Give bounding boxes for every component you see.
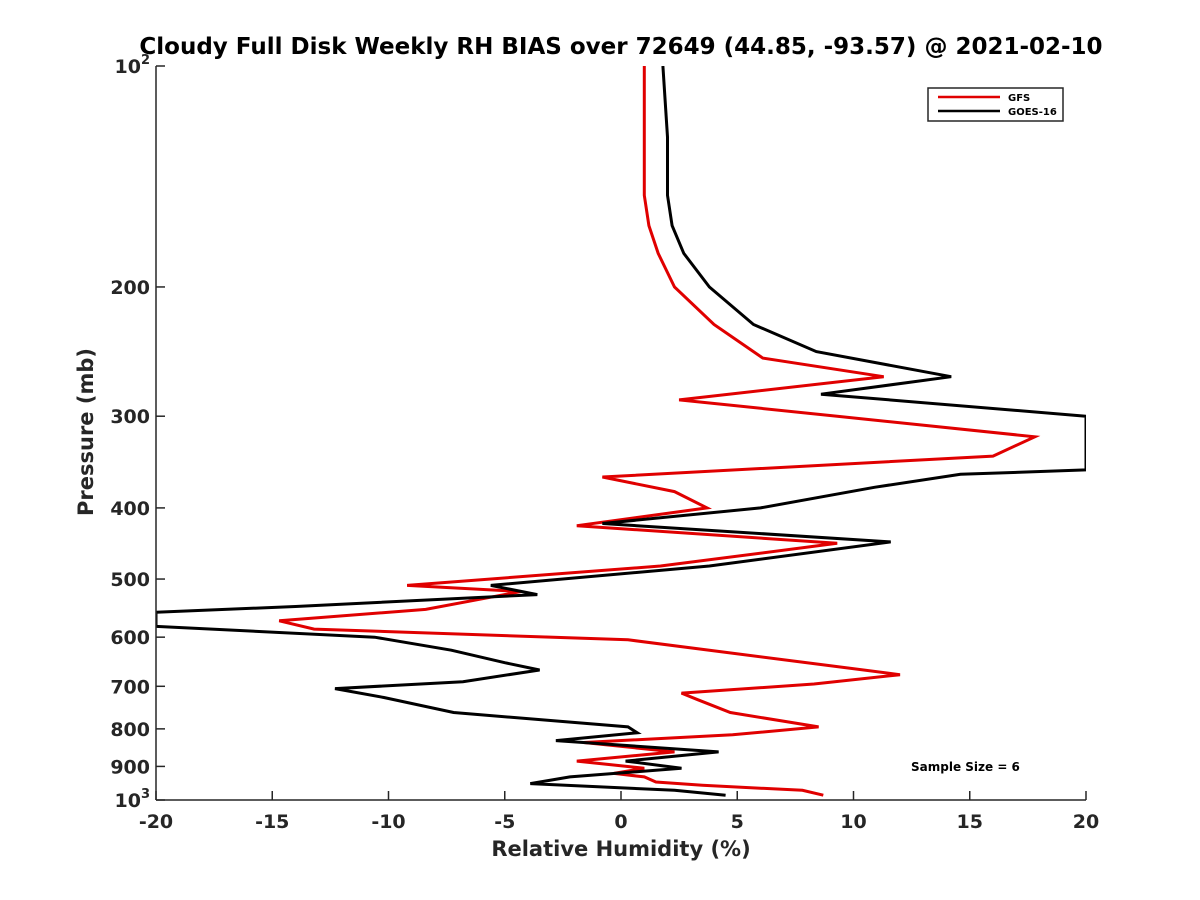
legend-box — [927, 87, 1064, 122]
y-tick-label: 900 — [110, 756, 150, 778]
x-tick-label: 10 — [840, 811, 866, 833]
y-axis-ticks: 102 200 300 400 500 600 700 800 900 103 — [110, 53, 165, 812]
legend-label-gfs: GFS — [1008, 93, 1030, 104]
x-tick-label: -15 — [255, 811, 289, 833]
x-axis-ticks: -20 -15 -10 -5 0 5 10 15 20 — [139, 791, 1099, 833]
series-layer — [156, 66, 1086, 797]
y-axis-label: Pressure (mb) — [74, 348, 98, 516]
x-tick-label: 0 — [614, 811, 627, 833]
x-tick-label: 15 — [957, 811, 983, 833]
series-line-gfs — [278, 66, 1041, 797]
legend: GFS GOES-16 — [927, 87, 1064, 122]
x-tick-label: -5 — [494, 811, 515, 833]
x-tick-label: 5 — [731, 811, 744, 833]
y-tick-label: 500 — [110, 569, 150, 591]
x-tick-label: -20 — [139, 811, 173, 833]
y-tick-label: 600 — [110, 627, 150, 649]
x-tick-label: -10 — [371, 811, 405, 833]
x-axis-label: Relative Humidity (%) — [491, 837, 750, 861]
plot-area: -20 -15 -10 -5 0 5 10 15 20 102 200 300 400 500 600 70… — [110, 53, 1099, 833]
y-tick-label: 103 — [115, 787, 151, 812]
y-tick-label: 300 — [110, 406, 150, 428]
series-line-goes16 — [156, 66, 1086, 797]
x-tick-label: 20 — [1073, 811, 1099, 833]
y-tick-label: 102 — [115, 53, 151, 78]
y-tick-label: 800 — [110, 719, 150, 741]
sample-size-annotation: Sample Size = 6 — [911, 760, 1020, 774]
legend-label-goes16: GOES-16 — [1008, 107, 1057, 118]
y-tick-label: 200 — [110, 277, 150, 299]
y-tick-label: 700 — [110, 676, 150, 698]
chart-title: Cloudy Full Disk Weekly RH BIAS over 726… — [139, 34, 1102, 60]
y-tick-label: 400 — [110, 498, 150, 520]
